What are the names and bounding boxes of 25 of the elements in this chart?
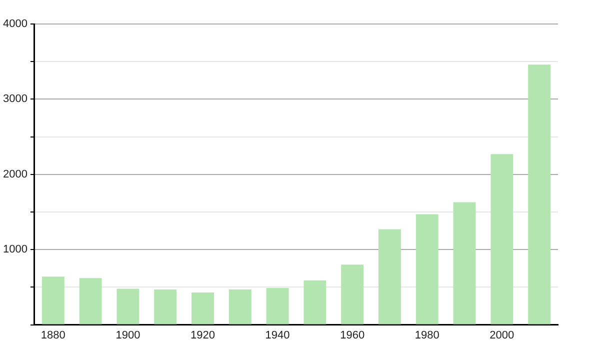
bar (304, 280, 326, 324)
y-tick-label: 3000 (2, 93, 28, 106)
bar (116, 288, 140, 324)
bar (266, 288, 289, 324)
bar (79, 278, 102, 324)
bar (192, 292, 214, 324)
y-tick-label: 2000 (2, 168, 28, 180)
bar (341, 264, 364, 324)
x-tick-label: 2000 (490, 329, 514, 342)
bar (453, 202, 476, 324)
bar (154, 289, 177, 324)
x-tick-label: 1980 (414, 329, 440, 342)
bar (228, 289, 252, 324)
bar (378, 229, 401, 324)
bar (528, 64, 551, 324)
bar (42, 276, 64, 324)
x-tick-label: 1960 (340, 329, 365, 342)
x-tick-label: 1900 (116, 329, 140, 342)
y-tick-label: 1000 (2, 244, 28, 256)
bar (490, 154, 514, 324)
x-tick-label: 1940 (265, 329, 290, 342)
x-tick-label: 1880 (40, 329, 66, 342)
x-tick-label: 1920 (190, 329, 215, 342)
bar (416, 214, 438, 324)
y-tick-label: 4000 (2, 18, 28, 30)
